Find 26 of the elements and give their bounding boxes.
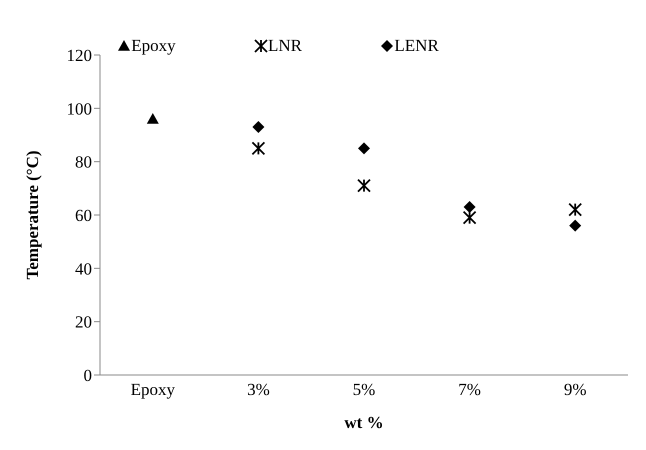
point (357, 178, 371, 193)
x-tick-label: 3% (247, 380, 270, 400)
y-tick-label: 40 (75, 259, 92, 278)
x-tick-label: 5% (352, 380, 376, 400)
y-tick-label: 80 (75, 152, 92, 172)
legend-label: LNR (268, 36, 302, 56)
point (252, 141, 266, 156)
point (252, 121, 264, 133)
point (146, 113, 159, 124)
point (462, 210, 476, 225)
point (464, 201, 476, 213)
y-tick-label: 60 (75, 206, 92, 226)
point (358, 142, 370, 154)
legend-label: LENR (394, 36, 439, 56)
y-tick-label: 100 (66, 99, 92, 118)
y-axis-title: Temperature (°C) (23, 150, 42, 280)
legend-label: Epoxy (131, 36, 176, 56)
y-tick-label: 0 (84, 366, 92, 386)
x-axis-title: wt % (344, 413, 384, 432)
point (568, 202, 582, 217)
x-tick-label: Epoxy (130, 380, 176, 400)
x-tick-label: 7% (458, 380, 481, 400)
y-tick-label: 120 (66, 46, 92, 66)
point (569, 220, 582, 232)
x-tick-label: 9% (564, 380, 587, 400)
y-tick-label: 20 (75, 312, 92, 332)
